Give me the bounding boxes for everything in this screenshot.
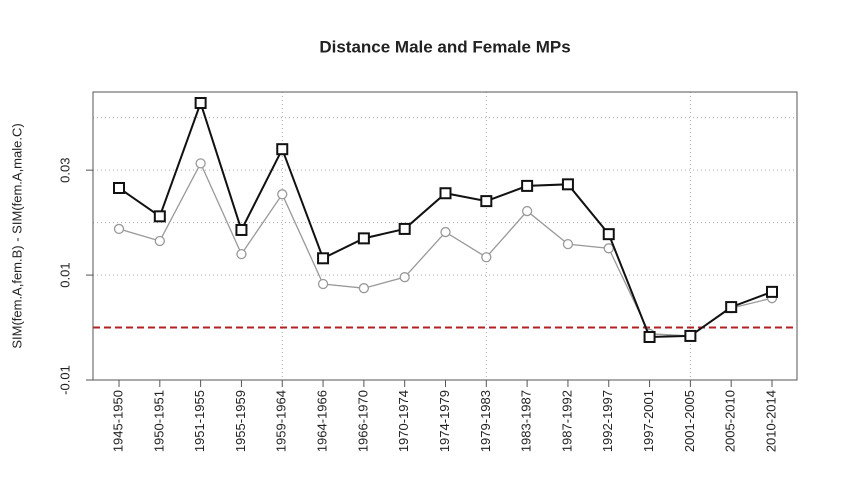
y-tick-label: 0.03 [57, 158, 72, 183]
point [398, 222, 411, 235]
point [766, 285, 778, 298]
x-tick-label: 2005-2010 [723, 390, 738, 452]
point [113, 223, 125, 235]
point [153, 210, 166, 223]
point [154, 235, 165, 247]
chart-title: Distance Male and Female MPs [319, 37, 570, 56]
point [521, 205, 533, 217]
point [276, 143, 289, 156]
x-tick-label: 1974-1979 [437, 390, 452, 452]
y-tick-label: 0.01 [57, 262, 72, 287]
point [277, 189, 288, 200]
x-tick-label: 1992-1997 [600, 390, 615, 452]
point [725, 301, 738, 314]
x-tick-label: 2001-2005 [682, 390, 697, 452]
point [440, 226, 451, 238]
point [236, 248, 247, 260]
point [195, 158, 206, 169]
point [358, 283, 370, 294]
point [603, 243, 614, 254]
point [113, 182, 125, 194]
point [317, 252, 330, 265]
x-tick-label: 1951-1955 [192, 390, 207, 452]
x-tick-label: 2010-2014 [763, 390, 778, 452]
point [521, 179, 534, 192]
point [561, 178, 574, 191]
point [481, 252, 492, 263]
y-axis-label: SIM(fem.A,fem.B) - SIM(fem.A,male.C) [9, 123, 24, 348]
point [439, 187, 452, 200]
x-tick-label: 1997-2001 [641, 390, 656, 452]
x-tick-label: 1979-1983 [478, 390, 493, 452]
point [235, 223, 248, 236]
point [480, 195, 493, 208]
x-tick-label: 1983-1987 [519, 390, 534, 452]
x-tick-label: 1950-1951 [151, 390, 166, 452]
point [562, 238, 574, 250]
x-tick-label: 1970-1974 [396, 390, 411, 452]
point [643, 330, 656, 343]
point [684, 329, 697, 342]
point [194, 97, 207, 110]
point [357, 232, 370, 245]
x-tick-label: 1959-1964 [274, 390, 289, 452]
x-tick-label: 1987-1992 [559, 390, 574, 452]
x-tick-label: 1945-1950 [110, 390, 125, 452]
series-line [118, 99, 773, 339]
x-tick-label: 1955-1959 [233, 390, 248, 452]
x-tick-label: 1964-1966 [315, 390, 330, 452]
point [317, 278, 329, 290]
x-tick-label: 1966-1970 [355, 390, 370, 452]
y-tick-label: -0.01 [57, 365, 72, 395]
point [602, 228, 615, 241]
point [399, 272, 410, 283]
